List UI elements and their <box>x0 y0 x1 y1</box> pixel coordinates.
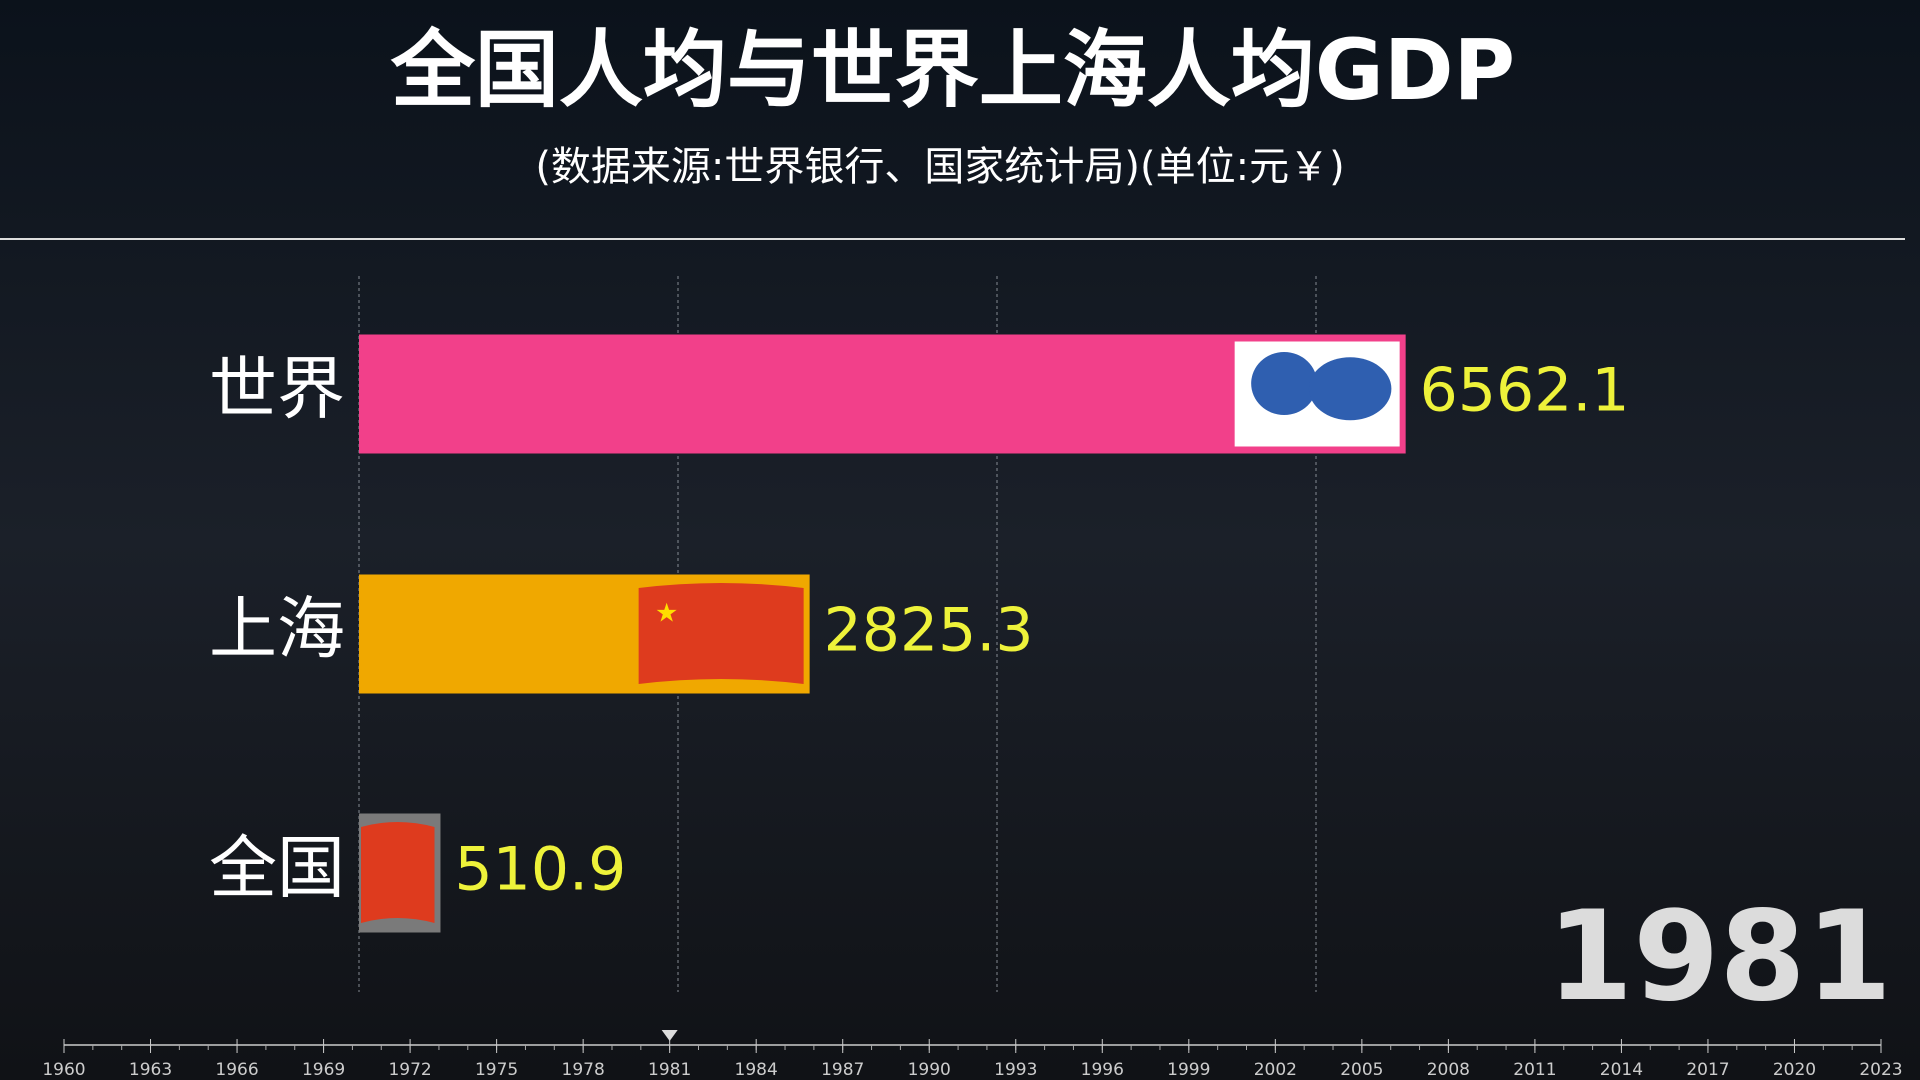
timeline-label: 1978 <box>562 1060 605 1080</box>
flag-icon <box>1308 357 1392 421</box>
chart-title: 全国人均与世界上海人均GDP <box>390 21 1515 119</box>
y-tick-label: 上海 <box>209 591 345 670</box>
timeline-label: 1990 <box>908 1060 951 1080</box>
bar <box>359 334 1406 454</box>
value-label: 510.9 <box>454 835 626 905</box>
timeline-label: 2023 <box>1859 1060 1902 1080</box>
flag-icon <box>638 583 804 684</box>
timeline-label: 2017 <box>1686 1060 1729 1080</box>
timeline-marker <box>661 1030 678 1041</box>
timeline-label: 2014 <box>1600 1060 1643 1080</box>
current-year: 1981 <box>1547 885 1892 1029</box>
flag-icon: ★ <box>655 599 678 629</box>
timeline-label: 2008 <box>1427 1060 1470 1080</box>
timeline-label: 1987 <box>821 1060 864 1080</box>
timeline-label: 1972 <box>388 1060 431 1080</box>
flag-icon <box>361 822 435 923</box>
chart-subtitle: (数据来源:世界银行、国家统计局)(单位:元￥) <box>535 144 1344 190</box>
y-tick-label: 世界 <box>209 351 345 430</box>
value-label: 2825.3 <box>824 596 1034 666</box>
value-label: 6562.1 <box>1420 356 1630 426</box>
flag-icon <box>1251 352 1318 415</box>
timeline-label: 2005 <box>1340 1060 1383 1080</box>
timeline-label: 2011 <box>1513 1060 1556 1080</box>
timeline-label: 2020 <box>1773 1060 1816 1080</box>
timeline-label: 1966 <box>215 1060 258 1080</box>
timeline-label: 1996 <box>1081 1060 1124 1080</box>
timeline-label: 1975 <box>475 1060 518 1080</box>
timeline-label: 1981 <box>648 1060 691 1080</box>
timeline-label: 1984 <box>735 1060 778 1080</box>
y-tick-label: 全国 <box>209 830 345 909</box>
timeline-label: 1963 <box>129 1060 172 1080</box>
timeline-label: 2002 <box>1254 1060 1297 1080</box>
timeline-label: 1993 <box>994 1060 1037 1080</box>
timeline-label: 1999 <box>1167 1060 1210 1080</box>
timeline-label: 1969 <box>302 1060 345 1080</box>
timeline-label: 1960 <box>42 1060 85 1080</box>
